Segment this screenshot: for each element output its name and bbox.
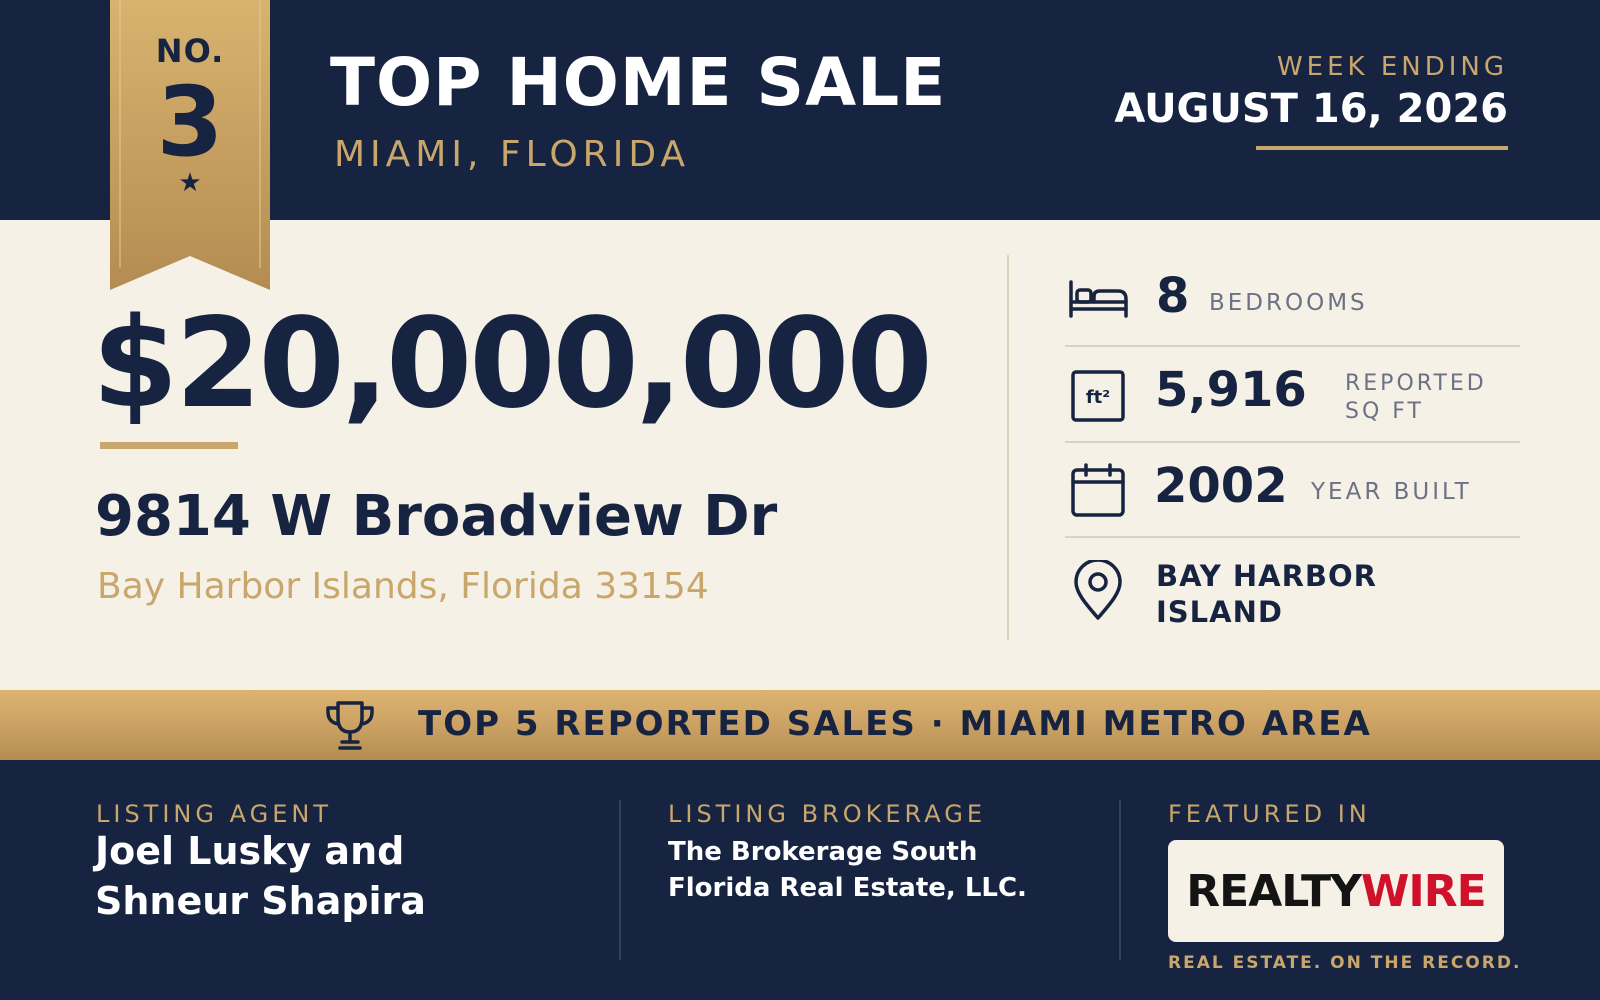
agent-label: LISTING AGENT: [96, 800, 332, 828]
star-icon: ★: [178, 168, 202, 198]
bedrooms-label: BEDROOMS: [1209, 290, 1368, 316]
year-built-label: YEAR BUILT: [1311, 479, 1472, 505]
page-title: TOP HOME SALE: [330, 44, 947, 121]
week-underline: [1256, 146, 1508, 150]
rank-number: 3: [156, 66, 224, 178]
logo-tagline: REAL ESTATE. ON THE RECORD.: [1168, 953, 1522, 973]
brokerage-label: LISTING BROKERAGE: [668, 800, 986, 828]
details-panel: [0, 220, 1600, 690]
calendar-icon: [1071, 463, 1125, 517]
street-address: 9814 W Broadview Dr: [95, 484, 778, 549]
realtywire-logo: REALTYWIRE: [1168, 840, 1504, 942]
trophy-icon: [326, 701, 374, 750]
rank-prefix: NO.: [155, 32, 225, 70]
week-ending-label: WEEK ENDING: [1276, 52, 1508, 82]
stat-divider: [1065, 536, 1520, 538]
stat-divider: [1065, 441, 1520, 443]
footer-divider: [1119, 800, 1121, 960]
city-state-zip: Bay Harbor Islands, Florida 33154: [97, 566, 709, 607]
rank-ribbon: [110, 0, 270, 290]
agent-names: Joel Lusky and Shneur Shapira: [95, 829, 426, 923]
week-ending-date: AUGUST 16, 2026: [1114, 86, 1508, 132]
bedrooms-value: 8: [1156, 268, 1190, 324]
sale-price: $20,000,000: [92, 292, 933, 436]
featured-label: FEATURED IN: [1168, 800, 1371, 828]
page-subtitle: MIAMI, FLORIDA: [334, 134, 691, 175]
square-feet-icon: ft²: [1071, 370, 1125, 422]
price-underline: [100, 442, 238, 449]
vertical-divider: [1007, 255, 1009, 640]
neighborhood: BAY HARBOR ISLAND: [1156, 559, 1378, 629]
footer-divider: [619, 800, 621, 960]
ranking-band: [0, 690, 1600, 760]
band-title: TOP 5 REPORTED SALES · MIAMI METRO AREA: [418, 704, 1372, 744]
year-built-value: 2002: [1154, 458, 1288, 514]
stat-divider: [1065, 345, 1520, 347]
svg-text:ft²: ft²: [1086, 387, 1110, 408]
bed-icon: [1069, 280, 1128, 318]
map-pin-icon: [1074, 560, 1122, 620]
brokerage-name: The Brokerage South Florida Real Estate,…: [668, 837, 1027, 903]
sqft-value: 5,916: [1155, 362, 1307, 418]
sqft-label: REPORTED SQ FT: [1345, 371, 1487, 424]
